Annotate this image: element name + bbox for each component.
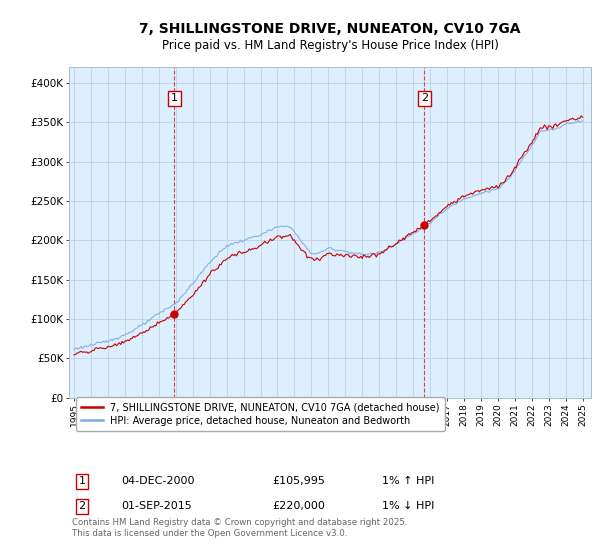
- Text: 2: 2: [421, 94, 428, 104]
- Text: 1: 1: [171, 94, 178, 104]
- Text: £220,000: £220,000: [272, 501, 325, 511]
- Legend: 7, SHILLINGSTONE DRIVE, NUNEATON, CV10 7GA (detached house), HPI: Average price,: 7, SHILLINGSTONE DRIVE, NUNEATON, CV10 7…: [76, 398, 445, 431]
- Text: £105,995: £105,995: [272, 477, 325, 487]
- Text: 01-SEP-2015: 01-SEP-2015: [121, 501, 192, 511]
- Text: 04-DEC-2000: 04-DEC-2000: [121, 477, 194, 487]
- Text: Contains HM Land Registry data © Crown copyright and database right 2025.
This d: Contains HM Land Registry data © Crown c…: [71, 519, 407, 538]
- Text: 1% ↓ HPI: 1% ↓ HPI: [382, 501, 434, 511]
- Text: 2: 2: [79, 501, 86, 511]
- Text: Price paid vs. HM Land Registry's House Price Index (HPI): Price paid vs. HM Land Registry's House …: [161, 39, 499, 52]
- Text: 7, SHILLINGSTONE DRIVE, NUNEATON, CV10 7GA: 7, SHILLINGSTONE DRIVE, NUNEATON, CV10 7…: [139, 22, 521, 36]
- Text: 1: 1: [79, 477, 86, 487]
- Text: 1% ↑ HPI: 1% ↑ HPI: [382, 477, 434, 487]
